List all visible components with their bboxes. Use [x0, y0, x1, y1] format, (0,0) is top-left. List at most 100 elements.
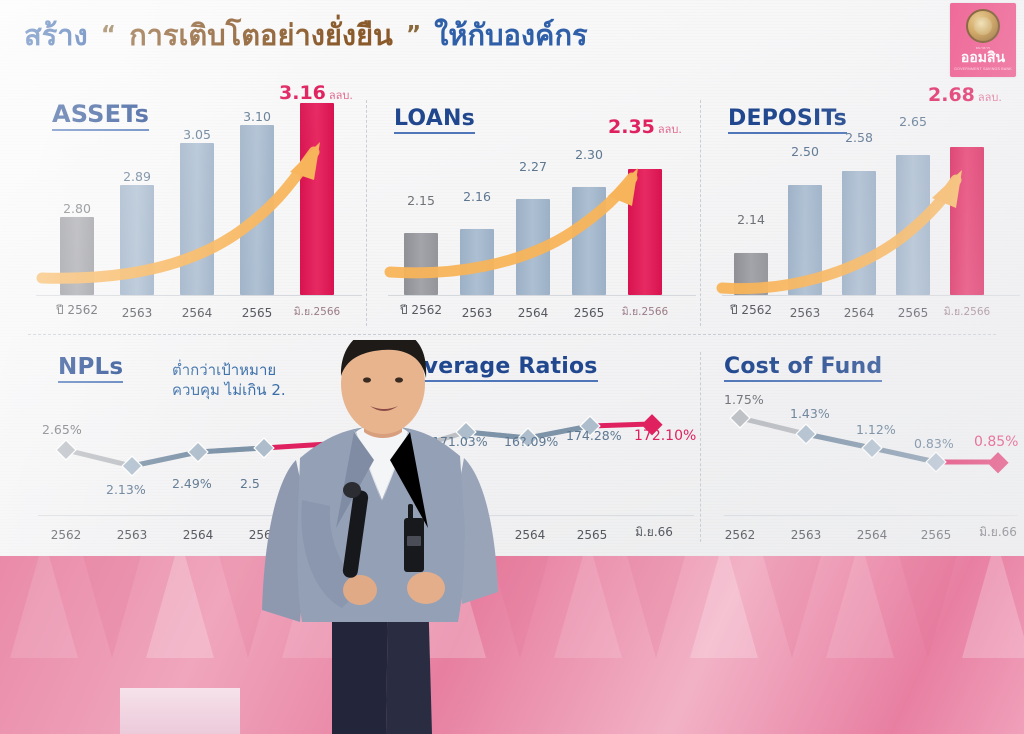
xlabel-loans-3: 2565 [573, 306, 605, 320]
bar-chart-deposits: 2.14 2.50 2.58 2.65 2.68 ลลบ. ปี 2562 256… [714, 76, 1024, 330]
speaker-presenter [262, 340, 498, 734]
title-quoted: การเติบโตอย่างยั่งยืน [129, 18, 393, 52]
panel-divider-2 [700, 100, 701, 326]
unit-deposits: ลลบ. [977, 91, 1002, 104]
npls-note-line1: ต่ำกว่าเป้าหมาย [172, 361, 277, 379]
xlabel-cof-1: 2563 [790, 528, 822, 542]
xlabel-assets-0: ปี 2562 [56, 303, 98, 317]
slide-header: สร้าง “ การเติบโตอย่างยั่งยืน ” ให้กับอง… [0, 0, 1024, 72]
xlabel-loans-2: 2564 [517, 306, 549, 320]
xlabel-loans-0: ปี 2562 [400, 303, 442, 317]
line-chart-cost-of-fund: 1.75% 1.43% 1.12% 0.83% 0.85% 2562 2563 … [714, 340, 1024, 552]
chart-title-cost-of-fund: Cost of Fund [724, 354, 883, 382]
unit-loans: ลลบ. [657, 123, 682, 136]
bar-value-loans-2: 2.27 [519, 159, 547, 174]
quote-open: “ [100, 22, 116, 48]
bar-value-assets-1: 2.89 [123, 169, 151, 184]
point-value-coverage-3: 174.28% [566, 428, 622, 443]
xlabel-coverage-3: 2565 [576, 528, 608, 542]
bar-value-deposits-1: 2.50 [791, 144, 819, 159]
bar-chart-assets: 2.80 2.89 3.05 3.10 3.16 ลลบ. ปี 2562 256… [28, 76, 366, 330]
xlabel-cof-0: 2562 [724, 528, 756, 542]
title-suffix: ให้กับองค์กร [434, 18, 588, 52]
quote-close: ” [406, 22, 422, 48]
bar-value-loans-4: 2.35 ลลบ. [608, 116, 682, 138]
logo-brand-name: ออมสิน [960, 50, 1006, 67]
bar-value-loans-1: 2.16 [463, 189, 491, 204]
chart-panel-deposits: DEPOSITs 2.14 2.50 2.58 2.65 2.68 ลลบ. ปี [714, 76, 1024, 330]
stage-backdrop [0, 548, 1024, 734]
bar-deposits-2 [842, 171, 876, 295]
point-value-cof-4: 0.85% [974, 434, 1019, 450]
growth-arrow-icon [384, 168, 638, 279]
bar-value-deposits-3: 2.65 [899, 114, 927, 129]
unit-assets: ลลบ. [328, 89, 353, 102]
bar-loans-0 [404, 233, 438, 295]
page-title: สร้าง “ การเติบโตอย่างยั่งยืน ” ให้กับอง… [24, 12, 588, 58]
gsb-logo: ธนาคาร ออมสิน GOVERNMENT SAVINGS BANK [950, 3, 1016, 77]
chart-title-deposits: DEPOSITs [728, 106, 847, 134]
chart-panel-npls: NPLs ต่ำกว่าเป้าหมาย ควบคุม ไม่เกิน 2. [28, 340, 366, 552]
chart-title-coverage-ratios: Coverage Ratios [392, 354, 598, 382]
stage-podium-block [120, 688, 240, 734]
point-value-coverage-2: 16?.09% [504, 434, 559, 449]
xlabel-loans-4: มิ.ย.2566 [621, 306, 669, 318]
point-value-coverage-4: 172.10% [634, 428, 697, 444]
bar-value-loans-3: 2.30 [575, 147, 603, 162]
xlabel-cof-2: 2564 [856, 528, 888, 542]
bar-value-deposits-2: 2.58 [845, 130, 873, 145]
xlabel-cof-4: มิ.ย.66 [979, 525, 1017, 539]
title-prefix: สร้าง [24, 18, 88, 52]
chart-panel-loans: LOANs 2.15 2.16 2.27 2.30 2.35 ลลบ. ปี 25… [380, 76, 700, 330]
xlabel-coverage-4: มิ.ย.66 [635, 525, 673, 539]
chart-panel-cost-of-fund: Cost of Fund [714, 340, 1024, 552]
point-value-npls-2: 2.49% [172, 476, 212, 491]
row-divider [28, 334, 996, 335]
xlabel-npls-0: 2562 [50, 528, 82, 542]
bar-assets-2 [180, 143, 214, 295]
xlabel-deposits-0: ปี 2562 [730, 303, 772, 317]
bar-value-assets-3: 3.10 [243, 109, 271, 124]
bar-deposits-4 [950, 147, 984, 295]
bar-value-assets-2: 3.05 [183, 127, 211, 142]
bar-value-assets-0: 2.80 [63, 201, 91, 216]
logo-brand-small: ธนาคาร [975, 46, 991, 51]
npls-note: ต่ำกว่าเป้าหมาย ควบคุม ไม่เกิน 2. [172, 360, 286, 401]
chart-title-loans: LOANs [394, 106, 475, 134]
xlabel-deposits-2: 2564 [843, 306, 875, 320]
xlabel-assets-2: 2564 [181, 306, 213, 320]
xlabel-deposits-1: 2563 [789, 306, 821, 320]
xlabel-npls-2: 2564 [182, 528, 214, 542]
growth-arrow-icon [716, 170, 962, 295]
xlabel-coverage-2: 2564 [514, 528, 546, 542]
logo-tagline: GOVERNMENT SAVINGS BANK [954, 66, 1012, 71]
bar-chart-loans: 2.15 2.16 2.27 2.30 2.35 ลลบ. ปี 2562 256… [380, 76, 700, 330]
bar-value-deposits-4: 2.68 ลลบ. [928, 84, 1002, 106]
xlabel-deposits-4: มิ.ย.2566 [943, 306, 991, 318]
projection-screen: สร้าง “ การเติบโตอย่างยั่งยืน ” ให้กับอง… [0, 0, 1024, 556]
point-value-cof-2: 1.12% [856, 422, 896, 437]
gsb-emblem-icon [966, 9, 1000, 44]
xlabel-loans-1: 2563 [461, 306, 493, 320]
xlabel-assets-3: 2565 [241, 306, 273, 320]
xlabel-assets-1: 2563 [121, 306, 153, 320]
panel-divider-1 [366, 100, 367, 326]
point-value-cof-0: 1.75% [724, 392, 764, 407]
xlabel-deposits-3: 2565 [897, 306, 929, 320]
chart-title-assets: ASSETs [52, 100, 150, 131]
bar-value-loans-0: 2.15 [407, 193, 435, 208]
point-value-npls-1: 2.13% [106, 482, 146, 497]
panel-divider-3 [700, 352, 701, 542]
line-chart-npls: 2.65% 2.13% 2.49% 2.5 2562 2563 2564 256… [28, 340, 366, 552]
chart-panel-assets: ASSETs 2.80 2.89 3.05 3.10 3.16 ลลบ. [28, 76, 366, 330]
growth-arrow-icon [36, 142, 320, 284]
npls-note-line2: ควบคุม ไม่เกิน 2. [172, 381, 286, 400]
xlabel-cof-3: 2565 [920, 528, 952, 542]
xlabel-npls-1: 2563 [116, 528, 148, 542]
xlabel-assets-4: มิ.ย.2566 [293, 306, 341, 318]
point-value-cof-3: 0.83% [914, 436, 954, 451]
bar-value-assets-4: 3.16 ลลบ. [279, 82, 353, 104]
point-value-npls-0: 2.65% [42, 422, 82, 437]
bar-value-deposits-0: 2.14 [737, 212, 765, 227]
